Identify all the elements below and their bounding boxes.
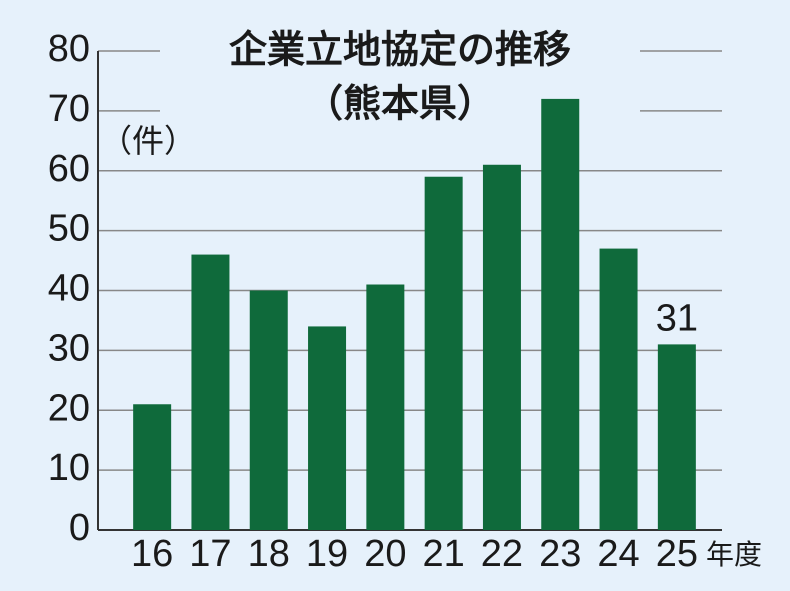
- x-tick-label: 24: [597, 533, 639, 575]
- bar: [482, 164, 521, 530]
- bar: [308, 326, 347, 530]
- x-tick-label: 22: [481, 533, 523, 575]
- y-tick-label: 30: [48, 327, 90, 369]
- chart-subtitle: （熊本県）: [305, 82, 495, 126]
- y-tick-label: 10: [48, 447, 90, 489]
- x-tick-label: 17: [189, 533, 231, 575]
- bar: [424, 176, 463, 531]
- bar: [191, 254, 230, 530]
- bar: [249, 290, 288, 530]
- x-tick-label: 18: [248, 533, 290, 575]
- y-tick-label: 80: [48, 28, 90, 70]
- x-axis-label: 年度: [706, 538, 762, 571]
- y-tick-label: 50: [48, 208, 90, 250]
- y-tick-label: 60: [48, 148, 90, 190]
- bar: [366, 284, 405, 530]
- chart-title: 企業立地協定の推移: [229, 28, 571, 72]
- y-tick-label: 20: [48, 387, 90, 429]
- x-tick-label: 16: [131, 533, 173, 575]
- y-tick-label: 40: [48, 268, 90, 310]
- x-tick-label: 20: [364, 533, 406, 575]
- y-tick-label: 0: [69, 507, 90, 549]
- bar: [541, 98, 580, 531]
- bar: [657, 344, 696, 530]
- bar: [599, 248, 638, 530]
- x-tick-label: 25: [656, 533, 698, 575]
- x-tick-label: 19: [306, 533, 348, 575]
- y-axis-label: （件）: [100, 122, 196, 160]
- bar: [133, 404, 172, 530]
- x-tick-label: 21: [423, 533, 465, 575]
- value-label: 31: [656, 297, 698, 339]
- x-tick-label: 23: [539, 533, 581, 575]
- y-tick-label: 70: [48, 88, 90, 130]
